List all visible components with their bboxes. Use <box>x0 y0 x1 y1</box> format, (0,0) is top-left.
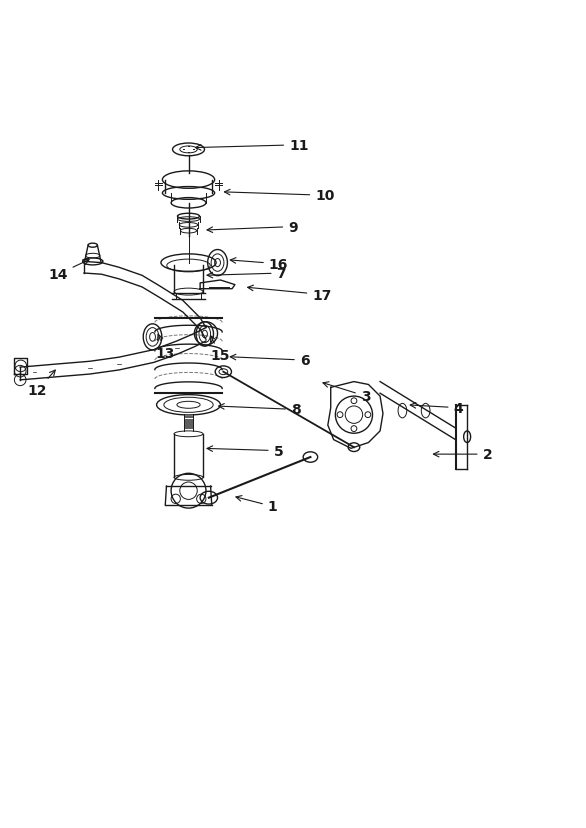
Text: 16: 16 <box>230 258 288 272</box>
Text: 9: 9 <box>207 220 298 234</box>
Text: 14: 14 <box>48 260 89 282</box>
Text: 7: 7 <box>207 267 286 281</box>
Text: 6: 6 <box>230 354 309 368</box>
Text: 4: 4 <box>410 402 464 415</box>
Text: 12: 12 <box>28 371 55 397</box>
Text: 1: 1 <box>236 496 278 513</box>
Text: 2: 2 <box>434 448 492 461</box>
Text: 13: 13 <box>156 335 175 360</box>
Text: 8: 8 <box>219 403 301 417</box>
Text: 11: 11 <box>196 138 309 152</box>
Text: 3: 3 <box>323 383 370 403</box>
Text: 5: 5 <box>207 444 284 458</box>
Text: 10: 10 <box>224 189 335 203</box>
Text: 17: 17 <box>248 286 332 302</box>
Text: 15: 15 <box>210 336 230 363</box>
